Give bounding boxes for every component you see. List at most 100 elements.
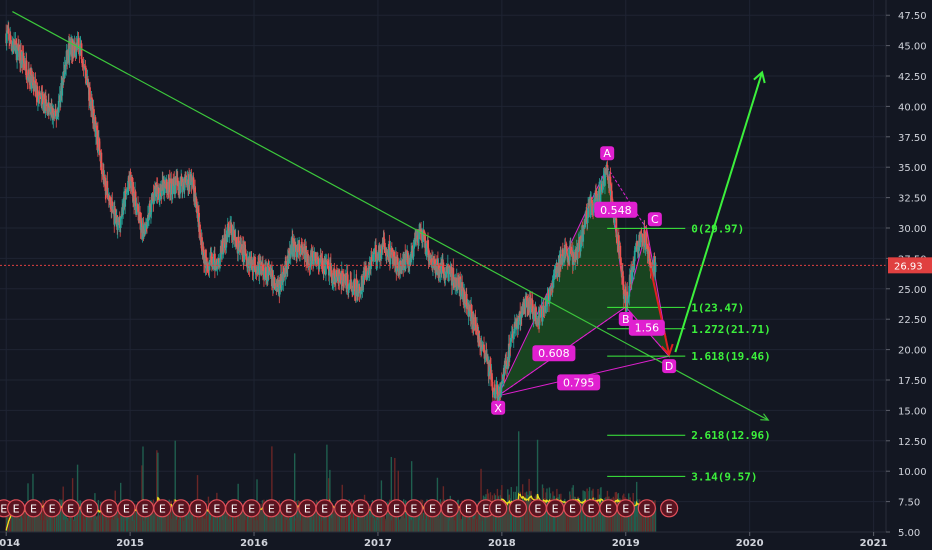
candle-body <box>90 97 93 110</box>
candle-body <box>499 386 502 396</box>
candle-body <box>458 287 461 289</box>
candle-body <box>642 237 645 239</box>
candle-body <box>348 284 351 286</box>
candle-body <box>418 229 420 240</box>
candle-body <box>145 224 148 226</box>
candle-body <box>601 184 603 192</box>
candle-body <box>80 43 83 60</box>
candle-body <box>124 191 127 194</box>
candle-body <box>311 257 313 262</box>
candle-body <box>476 324 479 332</box>
candle-body <box>128 176 131 182</box>
candle-body <box>137 204 139 212</box>
candle-body <box>566 253 569 257</box>
earnings-marker <box>80 499 99 518</box>
candle-body <box>408 258 411 266</box>
candle-body <box>293 246 296 252</box>
candle-body <box>81 63 84 66</box>
candle-body <box>105 190 108 195</box>
candle-body <box>66 51 69 62</box>
candle-body <box>140 221 142 230</box>
candle-body <box>606 165 609 177</box>
fib-level-label: 2.618(12.96) <box>691 429 770 442</box>
candle-body <box>484 358 486 360</box>
candle-body <box>74 44 76 53</box>
candle-body <box>346 274 349 290</box>
candle-body <box>489 364 491 372</box>
candle-body <box>293 238 296 252</box>
earnings-marker-label: E <box>142 502 149 515</box>
candle-body <box>221 239 224 253</box>
candle-body <box>206 264 208 269</box>
candle-body <box>620 264 623 272</box>
candle-body <box>516 318 519 328</box>
candle-body <box>349 279 352 281</box>
pattern-point-c-badge <box>647 212 662 227</box>
candle-body <box>75 50 77 57</box>
candle-body <box>413 240 416 249</box>
candle-body <box>244 250 247 254</box>
candle-body <box>156 186 159 198</box>
candle-body <box>124 191 127 207</box>
candle-body <box>210 253 213 264</box>
candle-body <box>59 90 62 103</box>
candle-body <box>352 280 355 289</box>
candle-body <box>532 311 535 320</box>
candle-body <box>599 189 602 203</box>
price-tick-label: 30.00 <box>898 224 927 235</box>
candle-body <box>361 279 364 289</box>
candle-body <box>367 267 370 272</box>
candle-body <box>451 273 454 286</box>
candle-body <box>531 300 534 315</box>
candle-body <box>570 253 573 255</box>
earnings-marker-label: E <box>177 502 184 515</box>
candle-body <box>648 251 651 259</box>
candle-body <box>173 178 176 185</box>
candle-body <box>391 251 394 258</box>
candle-body <box>6 31 9 34</box>
candle-body <box>389 249 392 265</box>
candle-body <box>366 277 368 280</box>
candle-body <box>257 261 260 264</box>
earnings-marker <box>315 499 334 518</box>
candle-body <box>540 310 542 313</box>
candle-body <box>170 178 173 184</box>
candle-body <box>251 263 254 271</box>
candle-body <box>346 272 349 275</box>
candle-body <box>205 249 207 258</box>
candle-body <box>106 181 109 198</box>
candle-body <box>584 215 587 220</box>
price-axis[interactable]: 47.50 45.00 42.50 40.00 37.50 35.00 32.50 30.00… <box>885 0 932 550</box>
candle-body <box>587 203 590 218</box>
candle-body <box>302 247 304 253</box>
candle-body <box>355 278 358 281</box>
candle-body <box>148 217 150 220</box>
candle-body <box>578 237 581 250</box>
candle-body <box>510 336 513 338</box>
candle-body <box>643 229 646 243</box>
candle-body <box>572 253 575 260</box>
candle-body <box>495 388 497 391</box>
candle-body <box>228 230 231 238</box>
earnings-marker <box>42 499 62 518</box>
harmonic-pattern <box>496 165 670 398</box>
candle-body <box>377 252 380 257</box>
fib-level-label: 1.272(21.71) <box>691 323 770 336</box>
candle-body <box>165 179 168 190</box>
candle-body <box>506 359 509 367</box>
candle-body <box>339 274 342 284</box>
candle-body <box>319 255 322 263</box>
time-tick-label: 2020 <box>736 538 764 549</box>
candle-body <box>63 64 66 79</box>
candle-body <box>176 177 179 183</box>
candle-body <box>224 234 227 248</box>
candle-body <box>553 273 556 279</box>
earnings-marker-label: E <box>304 502 311 515</box>
candle-body <box>596 193 599 199</box>
time-axis[interactable]: 2014 2015 2016 2017 2018 2019 2020 2021 <box>0 531 888 550</box>
candle-body <box>31 74 33 76</box>
candle-body <box>411 252 414 258</box>
earnings-marker-label: E <box>605 502 612 515</box>
